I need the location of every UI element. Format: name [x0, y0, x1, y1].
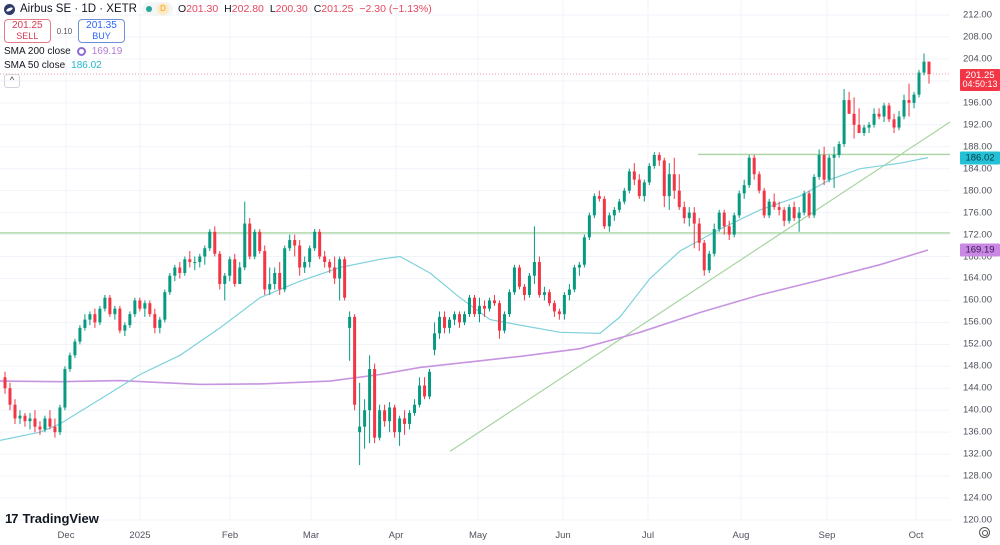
low-value: 200.30	[275, 3, 308, 15]
last-price-tag: 201.25 04:50:13	[960, 69, 1000, 91]
sma50-value: 186.02	[71, 60, 102, 71]
price-tick-label: 180.00	[962, 185, 992, 197]
price-tick-label: 184.00	[962, 163, 992, 175]
last-price: 201.25	[965, 70, 995, 81]
time-tick-label: Feb	[221, 530, 239, 541]
chevron-up-icon: ^	[9, 75, 15, 85]
buy-label: BUY	[92, 31, 111, 41]
price-tick-label: 168.00	[962, 251, 992, 263]
spread-value: 0.10	[56, 26, 73, 36]
time-tick-label: 2025	[129, 530, 151, 541]
price-tick-label: 120.00	[962, 514, 992, 526]
price-tick-label: 132.00	[962, 448, 992, 460]
market-open-dot-icon	[145, 6, 152, 12]
loading-icon	[76, 47, 86, 56]
sma50-price-tag: 186.02	[960, 151, 1000, 165]
price-tick-label: 172.00	[962, 229, 992, 241]
price-tick-label: 136.00	[962, 426, 992, 438]
price-tick-label: 140.00	[962, 404, 992, 416]
time-tick-label: Oct	[908, 530, 924, 541]
time-tick-label: Jul	[641, 530, 655, 541]
price-tick-label: 160.00	[962, 294, 992, 306]
airbus-logo-icon	[4, 3, 15, 15]
price-tick-label: 188.00	[962, 141, 992, 153]
price-tick-label: 152.00	[962, 338, 992, 350]
sma200-price-tag: 169.19	[960, 243, 1000, 257]
settings-icon[interactable]	[979, 527, 990, 538]
sell-button[interactable]: 201.25 SELL	[4, 19, 51, 43]
tradingview-mark-icon: 17	[5, 511, 19, 526]
symbol-row: Airbus SE · 1D · XETR D O201.30 H202.80 …	[4, 2, 435, 16]
buy-button[interactable]: 201.35 BUY	[78, 19, 125, 43]
price-tick-label: 148.00	[962, 360, 992, 372]
sell-label: SELL	[16, 31, 39, 41]
price-tick-label: 204.00	[962, 53, 992, 65]
time-tick-label: Sep	[818, 530, 836, 541]
price-tick-label: 212.00	[962, 9, 992, 21]
bar-countdown: 04:50:13	[962, 79, 998, 89]
price-tick-label: 128.00	[962, 470, 992, 482]
price-tick-label: 124.00	[962, 492, 992, 504]
buy-price: 201.35	[86, 20, 117, 31]
time-tick-label: May	[469, 530, 487, 541]
close-value: 201.25	[321, 3, 354, 15]
open-value: 201.30	[186, 3, 219, 15]
price-tick-label: 208.00	[962, 31, 992, 43]
sma200-value: 169.19	[91, 46, 123, 57]
price-tick-label: 144.00	[962, 382, 992, 394]
time-tick-label: Dec	[57, 530, 75, 541]
sell-price: 201.25	[12, 20, 43, 31]
indicator-sma200[interactable]: SMA 200 close 169.19	[4, 46, 123, 57]
time-tick-label: Mar	[302, 530, 320, 541]
chart-legend: Airbus SE · 1D · XETR D O201.30 H202.80 …	[4, 2, 435, 88]
tradingview-logo[interactable]: 17 TradingView	[5, 511, 99, 526]
change-value: −2.30 (−1.13%)	[359, 3, 432, 15]
symbol-title[interactable]: Airbus SE · 1D · XETR	[20, 3, 137, 15]
price-tick-label: 196.00	[962, 97, 992, 109]
ohlc-values: O201.30 H202.80 L200.30 C201.25 −2.30 (−…	[177, 3, 432, 15]
indicator-sma50[interactable]: SMA 50 close 186.02	[4, 60, 102, 71]
trade-buttons: 201.25 SELL 0.10 201.35 BUY	[4, 19, 435, 43]
time-tick-label: Apr	[388, 530, 404, 541]
time-tick-label: Jun	[555, 530, 571, 541]
high-value: 202.80	[231, 3, 264, 15]
price-tick-label: 176.00	[962, 207, 992, 219]
collapse-legend-button[interactable]: ^	[4, 74, 20, 88]
price-tick-label: 192.00	[962, 119, 992, 131]
delayed-data-badge: D	[156, 3, 169, 15]
price-tick-label: 156.00	[962, 316, 992, 328]
time-tick-label: Aug	[732, 530, 750, 541]
market-status[interactable]: D	[141, 2, 173, 16]
tradingview-wordmark: TradingView	[22, 511, 99, 526]
price-tick-label: 164.00	[962, 272, 992, 284]
